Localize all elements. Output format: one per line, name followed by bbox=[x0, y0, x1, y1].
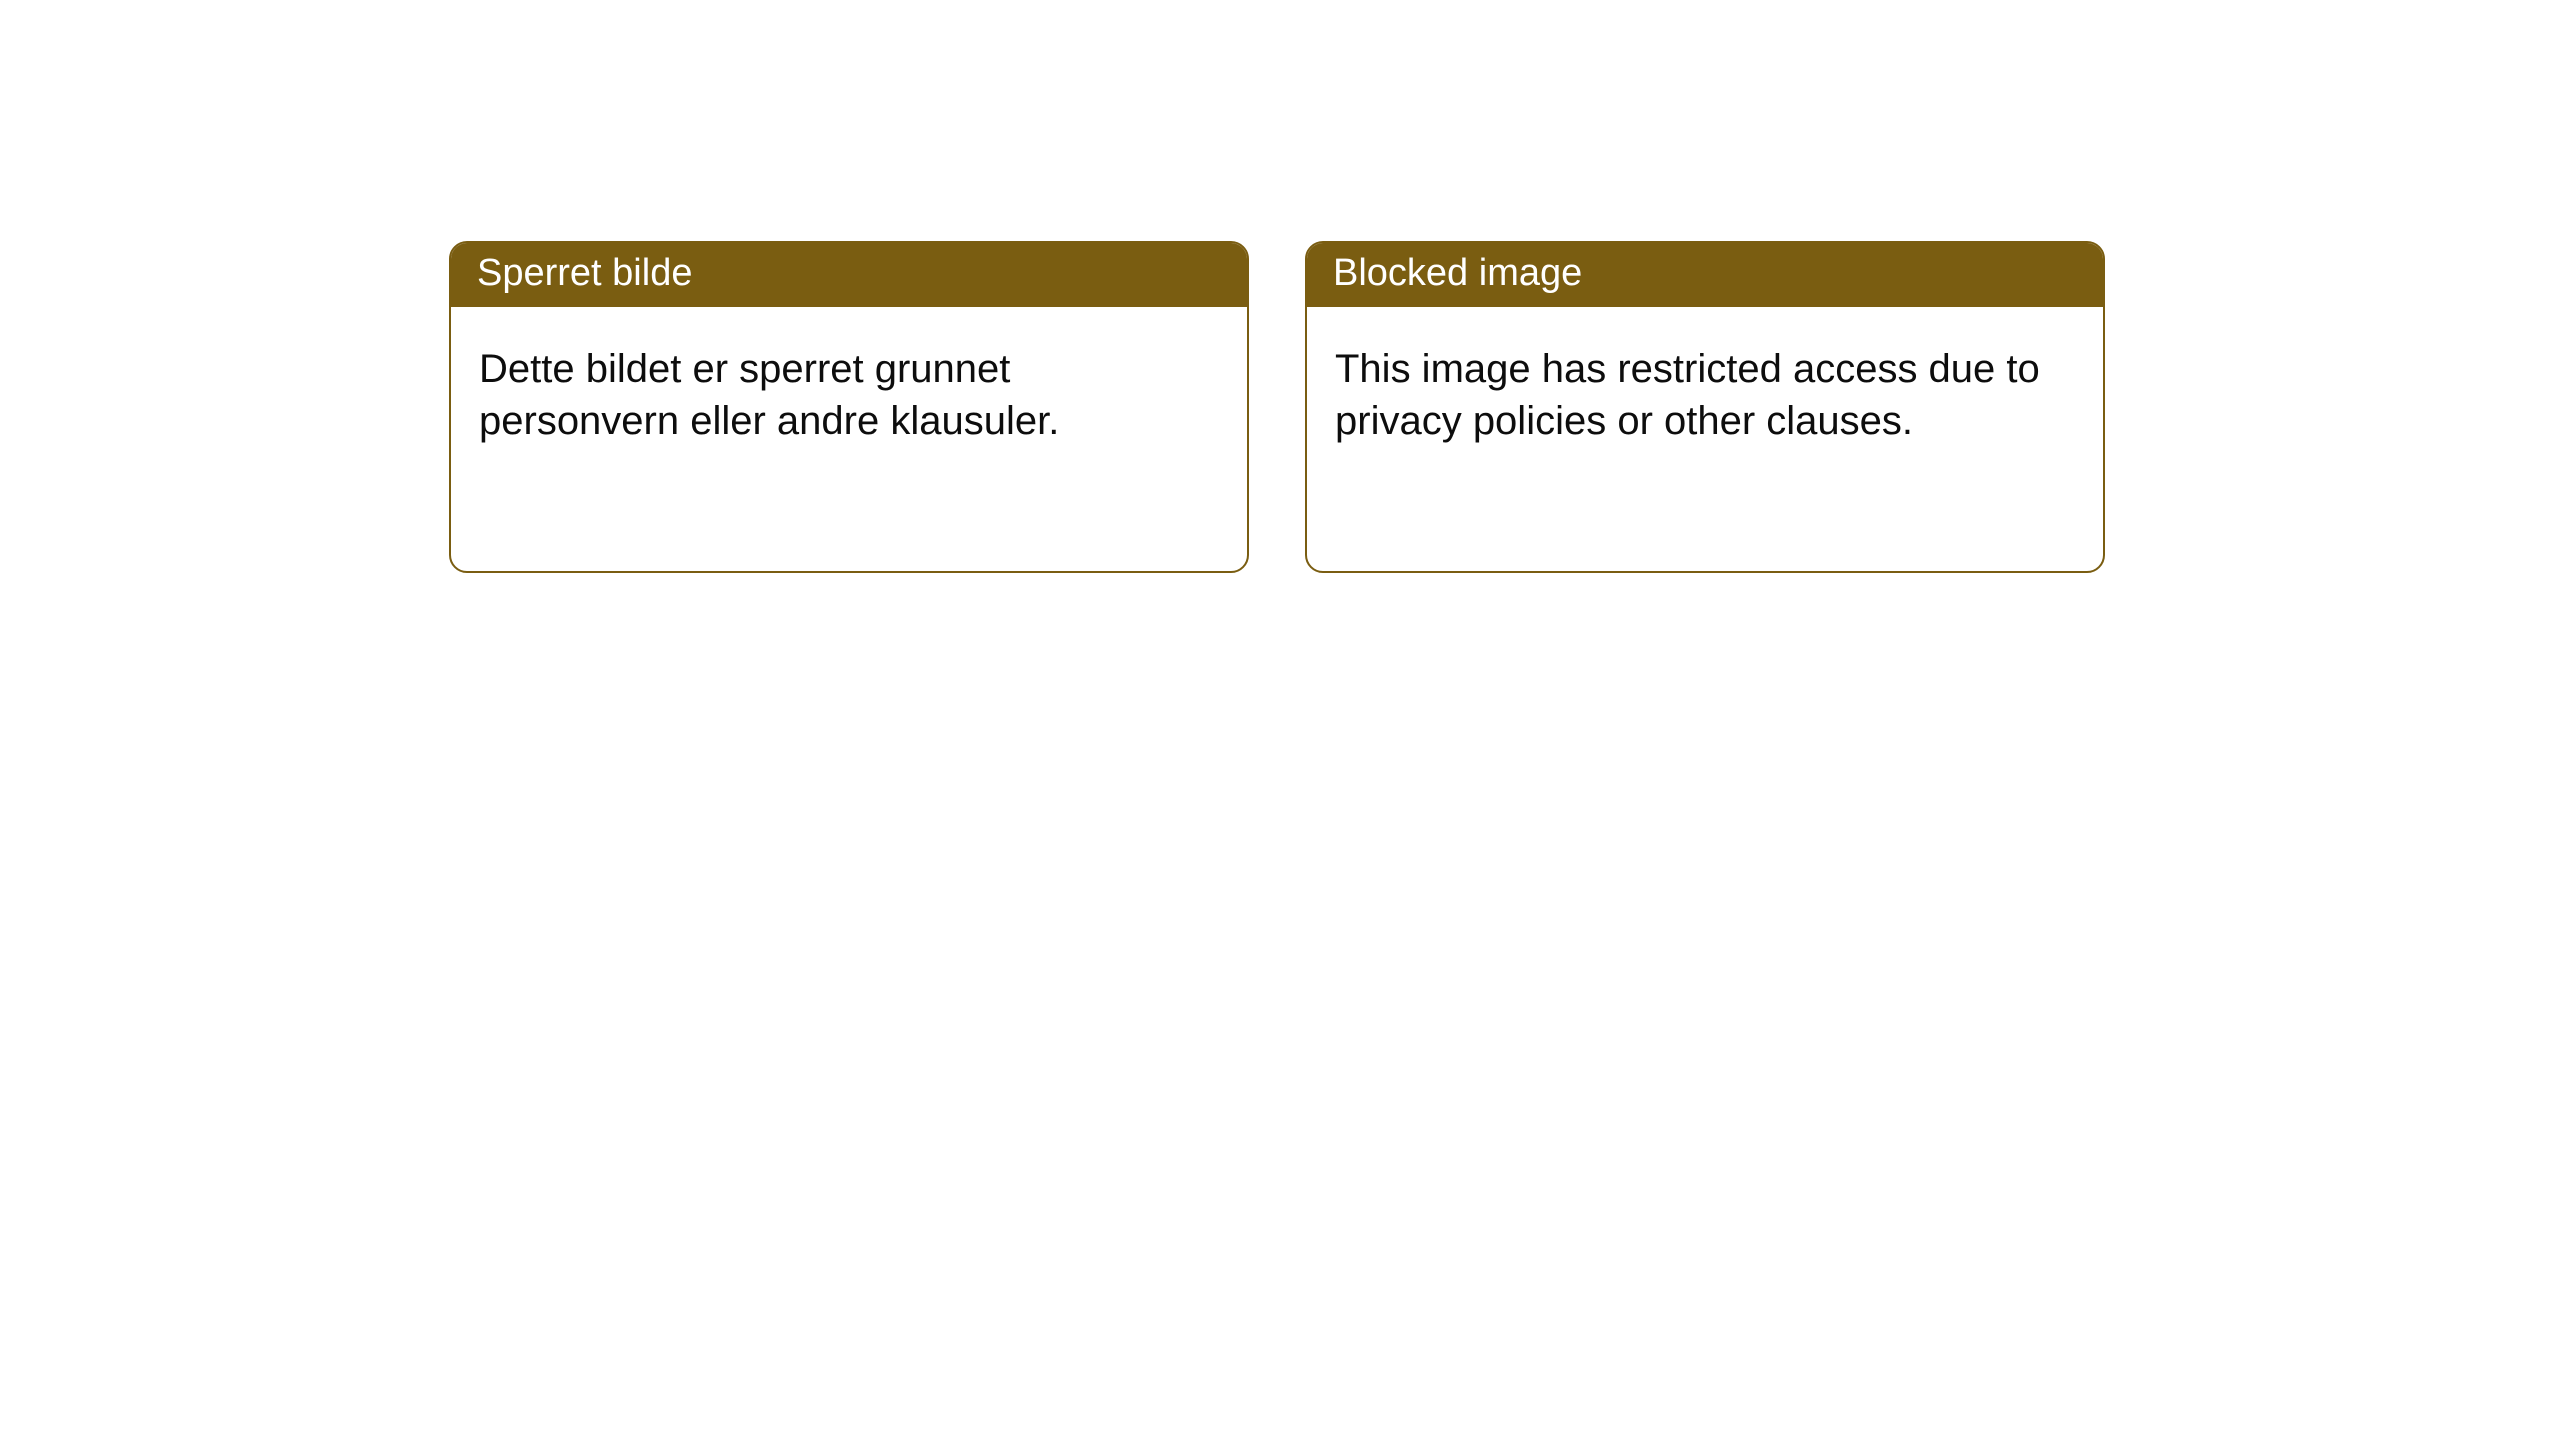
notice-body: Dette bildet er sperret grunnet personve… bbox=[451, 307, 1247, 467]
notice-body: This image has restricted access due to … bbox=[1307, 307, 2103, 467]
notice-card-english: Blocked image This image has restricted … bbox=[1305, 241, 2105, 573]
notice-header: Blocked image bbox=[1307, 243, 2103, 307]
notice-container: Sperret bilde Dette bildet er sperret gr… bbox=[0, 0, 2560, 573]
notice-header: Sperret bilde bbox=[451, 243, 1247, 307]
notice-card-norwegian: Sperret bilde Dette bildet er sperret gr… bbox=[449, 241, 1249, 573]
